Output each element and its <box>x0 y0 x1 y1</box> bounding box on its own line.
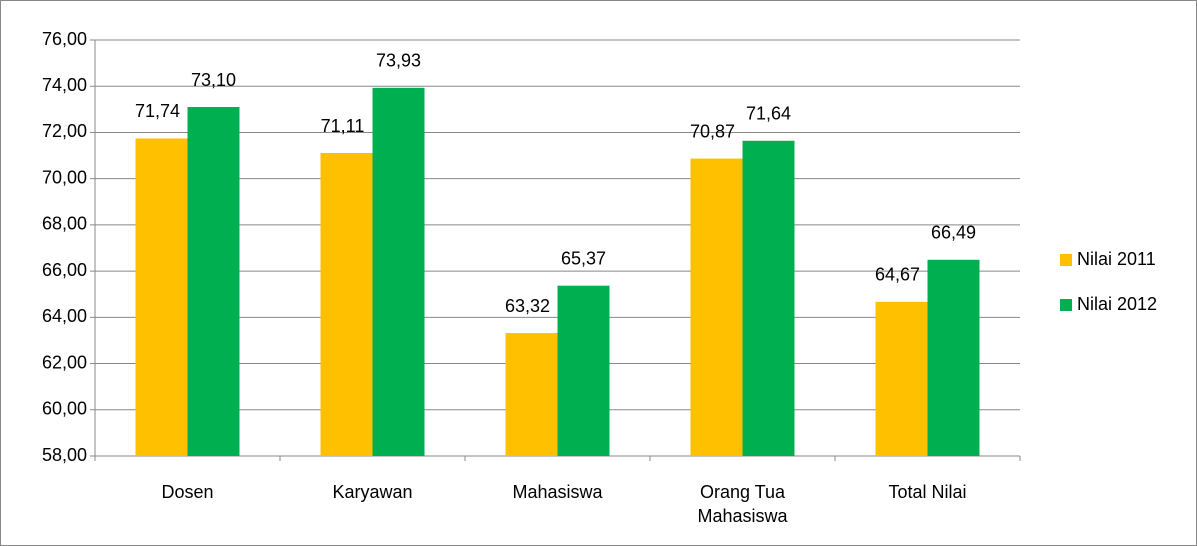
y-tick-label: 74,00 <box>42 75 87 95</box>
data-label: 65,37 <box>561 248 606 268</box>
y-tick-label: 62,00 <box>42 352 87 372</box>
legend-label: Nilai 2011 <box>1077 249 1156 269</box>
bar <box>875 301 928 456</box>
bar <box>187 107 240 457</box>
data-label: 73,10 <box>191 70 236 90</box>
bar <box>505 333 558 456</box>
data-label: 73,93 <box>376 51 421 71</box>
data-label: 71,64 <box>746 104 791 124</box>
y-tick-label: 66,00 <box>42 260 87 280</box>
y-tick-label: 70,00 <box>42 167 87 187</box>
bar <box>690 158 743 456</box>
y-tick-label: 64,00 <box>42 306 87 326</box>
bar <box>320 153 373 456</box>
y-tick-label: 60,00 <box>42 399 87 419</box>
y-tick-label: 58,00 <box>42 445 87 465</box>
data-label: 66,49 <box>931 223 976 243</box>
y-tick-label: 68,00 <box>42 214 87 234</box>
y-tick-label: 72,00 <box>42 121 87 141</box>
bar <box>135 138 188 456</box>
bar <box>372 87 425 456</box>
legend-swatch <box>1060 299 1072 311</box>
x-tick-label: Orang Tua Mahasiswa <box>697 482 788 526</box>
y-tick-label: 76,00 <box>42 29 87 49</box>
x-tick-label: Dosen <box>161 482 214 502</box>
legend-label: Nilai 2012 <box>1077 294 1157 314</box>
data-label: 63,32 <box>505 296 550 316</box>
bar <box>927 259 980 456</box>
x-tick-label: Total Nilai <box>888 482 967 502</box>
x-tick-label: Karyawan <box>332 482 413 502</box>
x-tick-label: Mahasiswa <box>512 482 603 502</box>
bar <box>742 140 795 456</box>
legend-swatch <box>1060 254 1072 266</box>
bar <box>557 285 610 456</box>
data-label: 71,74 <box>135 101 180 121</box>
data-label: 64,67 <box>875 265 920 285</box>
data-label: 71,11 <box>321 116 365 136</box>
data-label: 70,87 <box>690 121 735 141</box>
